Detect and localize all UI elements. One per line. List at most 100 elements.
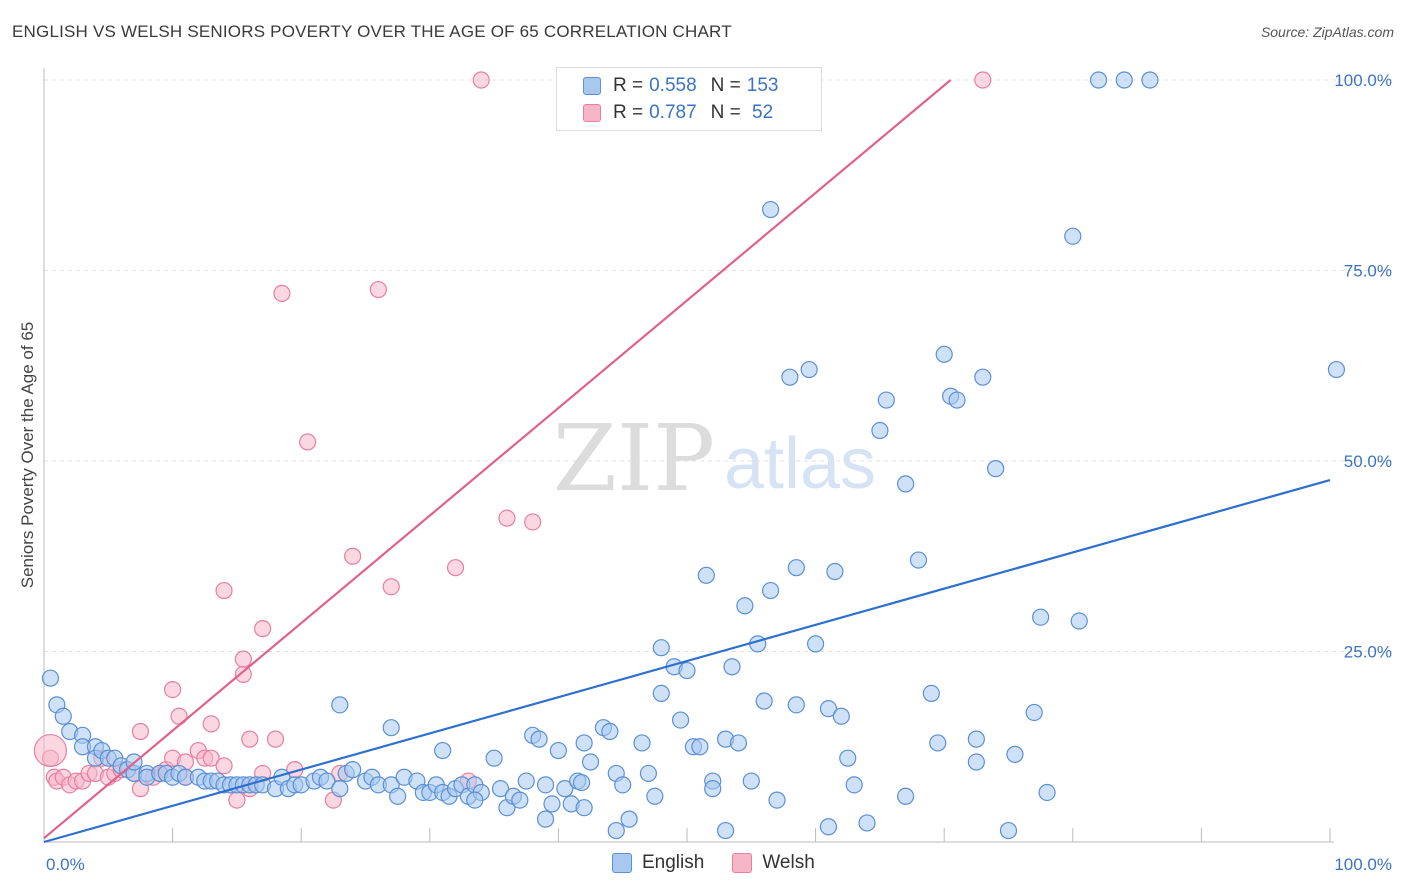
series-legend: English Welsh [612, 852, 843, 874]
english-point [331, 696, 349, 714]
english-point [389, 787, 407, 805]
english-point [704, 780, 722, 798]
english-point [909, 551, 928, 569]
english-point [1070, 612, 1088, 630]
english-point [344, 761, 362, 779]
chart-title: ENGLISH VS WELSH SENIORS POVERTY OVER TH… [12, 22, 732, 41]
english-point [826, 562, 844, 581]
english-point [633, 734, 651, 752]
english-point [1006, 745, 1024, 763]
legend-item-english[interactable]: English [612, 852, 704, 874]
n-value: 52 [746, 102, 774, 123]
english-point [819, 818, 838, 836]
english-point [543, 795, 561, 813]
english-point [749, 635, 767, 653]
english-point [678, 661, 696, 680]
welsh-point [472, 71, 490, 89]
english-point [572, 773, 591, 792]
welsh-legend-label: Welsh [762, 852, 815, 873]
y-tick-label: 75.0% [1344, 262, 1392, 281]
english-point [1032, 608, 1050, 626]
stats-legend: R = 0.558 N = 153 R = 0.787 N = 52 [556, 67, 822, 131]
n-value: 153 [746, 75, 779, 96]
english-point [839, 749, 857, 767]
english-point [929, 734, 947, 752]
welsh-point [273, 284, 291, 302]
english-point [620, 810, 638, 828]
n-label: N = [710, 75, 741, 96]
r-value: 0.558 [649, 75, 697, 96]
english-point [967, 730, 985, 748]
english-point [434, 741, 452, 760]
welsh-trend-line [43, 79, 952, 840]
english-point [652, 639, 670, 657]
welsh-point [446, 559, 465, 577]
welsh-point [266, 730, 285, 748]
english-point [967, 753, 985, 771]
welsh-point [234, 665, 252, 683]
r-label: R = [613, 102, 644, 123]
welsh-point [164, 680, 182, 699]
welsh-point [234, 650, 252, 668]
tick-labels: 25.0% 50.0% 75.0% 100.0% 0.0% 100.0% [46, 71, 1392, 874]
english-point [614, 776, 632, 794]
english-point [999, 821, 1018, 840]
english-trend-line [43, 478, 1331, 844]
english-point [671, 711, 690, 729]
x-tick-label: 0.0% [46, 855, 85, 874]
english-point [646, 787, 664, 805]
english-point [549, 741, 568, 760]
english-point [871, 421, 889, 440]
english-point [787, 559, 805, 577]
welsh-swatch [583, 104, 601, 122]
welsh-point [202, 749, 220, 767]
welsh-point [215, 757, 233, 775]
english-point [1141, 71, 1159, 89]
english-point [819, 700, 838, 718]
english-point [639, 764, 658, 783]
english-point [716, 821, 735, 840]
english-point [607, 821, 625, 840]
axes [43, 68, 1334, 843]
english-point [601, 722, 619, 741]
english-point [948, 391, 966, 409]
english-point [530, 730, 548, 748]
english-point [897, 475, 915, 493]
english-point [54, 707, 72, 725]
english-point [382, 719, 400, 737]
welsh-point [344, 547, 362, 565]
english-point [800, 360, 818, 379]
english-point [845, 776, 863, 794]
english-point [1064, 227, 1082, 245]
y-tick-label: 25.0% [1344, 643, 1392, 662]
english-point [511, 791, 529, 809]
welsh-point [241, 730, 259, 748]
welsh-point [299, 433, 317, 451]
english-point [691, 738, 709, 756]
english-point [755, 692, 773, 710]
english-point [897, 787, 915, 805]
welsh-point [33, 733, 68, 768]
english-point [761, 200, 780, 219]
english-point [922, 684, 940, 703]
gridlines [44, 79, 1392, 652]
english-point [781, 368, 799, 386]
english-point [485, 749, 503, 767]
english-point [1025, 703, 1043, 722]
source-label: Source: ZipAtlas.com [1260, 24, 1394, 40]
welsh-point [498, 509, 516, 527]
y-axis-label: Seniors Poverty Over the Age of 65 [18, 322, 37, 588]
english-point [652, 684, 670, 703]
english-point [974, 368, 992, 386]
english-point [736, 597, 754, 615]
english-point [787, 696, 805, 714]
english-point [723, 658, 741, 676]
english-legend-swatch [612, 853, 632, 873]
legend-row-english: R = 0.558 N = 153 [583, 74, 778, 98]
english-point [575, 799, 593, 817]
english-legend-label: English [642, 852, 705, 873]
welsh-point [369, 280, 387, 299]
welsh-point [382, 578, 400, 596]
legend-item-welsh[interactable]: Welsh [732, 852, 815, 874]
english-point [697, 566, 715, 584]
